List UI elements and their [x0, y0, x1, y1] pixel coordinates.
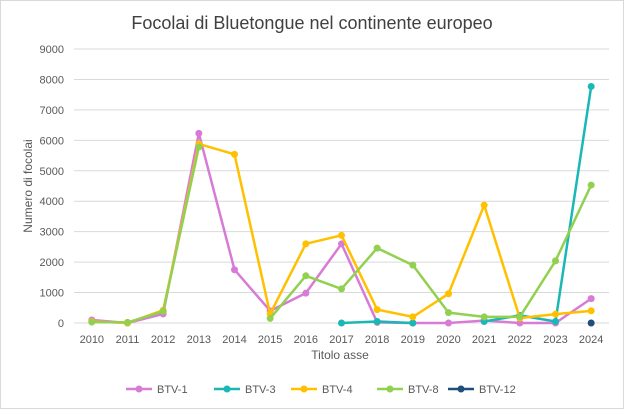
legend-marker	[300, 385, 308, 393]
series-line	[269, 184, 593, 320]
data-point	[445, 309, 452, 317]
legend-marker	[457, 385, 465, 393]
data-point	[338, 319, 345, 327]
legend-label: BTV-4	[322, 384, 353, 396]
data-point	[480, 201, 488, 209]
data-point	[552, 317, 559, 325]
data-point	[409, 261, 417, 269]
x-tick-label: 2024	[579, 334, 603, 346]
legend-label: BTV-3	[245, 384, 276, 396]
legend-marker	[135, 385, 143, 393]
x-tick-label: 2017	[329, 334, 353, 346]
data-point	[338, 285, 345, 293]
data-point	[373, 317, 381, 325]
x-tick-label: 2020	[436, 334, 460, 346]
y-tick-label: 7000	[40, 105, 64, 117]
data-point	[516, 319, 524, 327]
legend-label: BTV-8	[408, 384, 439, 396]
legend-item: BTV-1	[126, 384, 188, 396]
data-point	[587, 307, 595, 315]
y-tick-label: 6000	[40, 135, 64, 147]
data-point	[445, 290, 452, 298]
data-point	[373, 306, 381, 314]
legend-item: BTV-8	[377, 384, 439, 396]
data-point	[587, 181, 595, 189]
data-point	[552, 310, 559, 318]
data-point	[338, 240, 345, 248]
x-tick-label: 2012	[151, 334, 175, 346]
x-tick-label: 2021	[472, 334, 496, 346]
legend-marker	[223, 385, 231, 393]
x-tick-label: 2013	[187, 334, 211, 346]
data-point	[124, 318, 131, 326]
y-tick-label: 9000	[40, 44, 64, 56]
data-point	[302, 272, 310, 280]
data-point	[373, 244, 381, 252]
data-point	[195, 129, 203, 137]
x-tick-label: 2018	[365, 334, 389, 346]
legend-marker	[386, 385, 394, 393]
data-point	[516, 313, 524, 321]
y-axis-title: Numero di focolai	[21, 139, 35, 232]
data-point	[159, 307, 167, 315]
x-tick-label: 2010	[80, 334, 104, 346]
series-btv-4	[88, 140, 595, 327]
x-axis-title: Titolo asse	[311, 348, 369, 362]
data-point	[88, 318, 96, 326]
data-point	[409, 319, 417, 327]
x-tick-label: 2014	[222, 334, 246, 346]
series-btv-3	[338, 82, 595, 327]
data-point	[302, 240, 310, 248]
series-btv-8	[88, 143, 595, 326]
data-point	[231, 150, 238, 158]
data-point	[587, 82, 595, 90]
y-tick-label: 1000	[40, 288, 64, 300]
series-btv-12	[587, 319, 595, 327]
chart-title: Focolai di Bluetongue nel continente eur…	[131, 13, 492, 33]
y-tick-label: 3000	[40, 227, 64, 239]
x-tick-label: 2015	[258, 334, 282, 346]
data-point	[409, 313, 417, 321]
x-axis-ticks: 2010 2011 2012 2013 2014 2015 2016 2017 2018 2019…	[80, 334, 604, 346]
data-point	[445, 319, 452, 327]
data-point	[587, 295, 595, 303]
data-point	[231, 266, 238, 274]
series-lines	[88, 82, 595, 327]
x-tick-label: 2019	[401, 334, 425, 346]
gridlines	[74, 48, 609, 324]
data-point	[195, 143, 203, 151]
legend-item: BTV-4	[291, 384, 353, 396]
data-point	[302, 289, 310, 297]
data-point	[480, 313, 488, 321]
y-tick-label: 5000	[40, 166, 64, 178]
x-tick-label: 2022	[508, 334, 532, 346]
x-tick-label: 2016	[294, 334, 318, 346]
y-axis-ticks: 0 1000 2000 3000 4000 5000 6000 7000 8000 9000	[40, 44, 64, 330]
y-tick-label: 8000	[40, 74, 64, 86]
data-point	[266, 314, 274, 322]
legend-item: BTV-3	[214, 384, 276, 396]
series-line	[91, 146, 201, 324]
data-point	[552, 257, 559, 265]
data-point	[338, 231, 345, 239]
series-btv-1	[88, 129, 595, 327]
y-tick-label: 4000	[40, 196, 64, 208]
series-line	[483, 86, 593, 323]
y-tick-label: 2000	[40, 257, 64, 269]
y-tick-label: 0	[58, 318, 64, 330]
x-tick-label: 2023	[543, 334, 567, 346]
x-tick-label: 2011	[116, 334, 140, 346]
legend-label: BTV-12	[479, 384, 516, 396]
data-point	[587, 319, 595, 327]
legend: BTV-1 BTV-3 BTV-4 BTV-8 BTV-12	[126, 384, 516, 396]
legend-label: BTV-1	[157, 384, 188, 396]
legend-item: BTV-12	[448, 384, 516, 396]
